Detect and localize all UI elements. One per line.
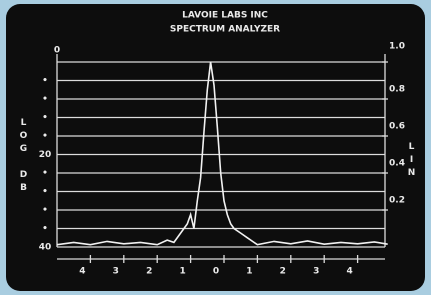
y-tick-label: 0 [54, 46, 60, 56]
x-tick-label: 4 [79, 267, 85, 277]
y-tick-label: • [42, 169, 48, 179]
y-tick-label: 40 [39, 243, 52, 253]
chart: LAVOIE LABS INC SPECTRUM ANALYZER LOG DB… [0, 0, 431, 295]
y2-tick-label: 0.2 [389, 196, 405, 206]
y-tick-label: • [42, 113, 48, 123]
y-axis-label: LOG DB [19, 118, 29, 196]
x-tick-label: 2 [280, 267, 286, 277]
x-tick-label: 0 [213, 267, 219, 277]
y2-tick-label: 1.0 [389, 42, 405, 52]
x-tick-label: 1 [246, 267, 252, 277]
y2-tick-label: 0.6 [389, 122, 405, 132]
y-tick-label: • [42, 132, 48, 142]
x-tick-label: 1 [179, 267, 185, 277]
screen [6, 4, 425, 291]
chart-subtitle: SPECTRUM ANALYZER [170, 25, 280, 35]
y2-axis-label: LIN [407, 142, 417, 181]
y-tick-label: • [42, 224, 48, 234]
x-tick-label: 4 [346, 267, 352, 277]
x-tick-label: 2 [146, 267, 152, 277]
x-tick-label: 3 [113, 267, 119, 277]
y-tick-label: • [42, 206, 48, 216]
y-tick-label: • [42, 76, 48, 86]
y-tick-label: • [42, 187, 48, 197]
y2-tick-label: 0.8 [389, 85, 405, 95]
x-tick-label: 3 [313, 267, 319, 277]
y2-tick-label: 0.4 [389, 159, 405, 169]
chart-title: LAVOIE LABS INC [182, 11, 268, 21]
y-tick-label: 20 [39, 150, 52, 160]
y-tick-label: • [42, 95, 48, 105]
